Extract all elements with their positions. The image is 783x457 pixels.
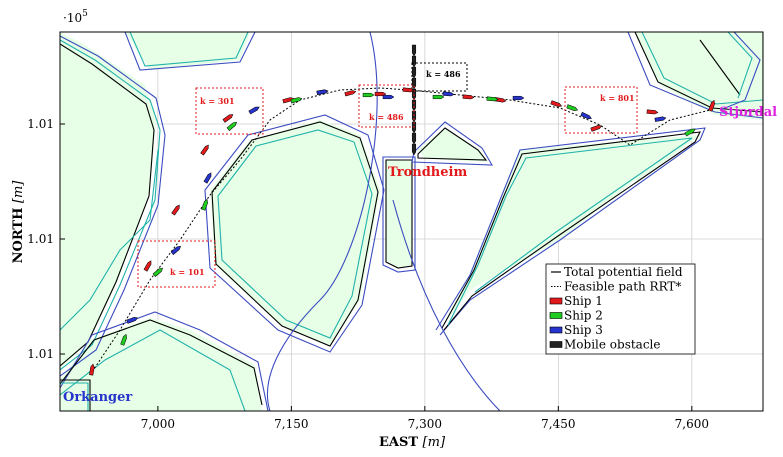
legend-swatch xyxy=(549,297,563,305)
legend-label: Total potential field xyxy=(564,265,683,279)
land-top-right xyxy=(635,32,763,120)
y-exponent-label: ·105 xyxy=(63,9,88,25)
mobile-obstacle-trail xyxy=(411,44,417,156)
ship-3-marker xyxy=(126,317,139,324)
x-tick-label: 7,000 xyxy=(141,417,175,431)
ship-1-marker xyxy=(708,99,715,112)
legend-label: Ship 1 xyxy=(564,294,603,308)
x-axis-label: EAST [m] xyxy=(379,435,446,450)
ship-1-marker xyxy=(200,144,209,156)
mobile-obstacle-marker xyxy=(411,66,417,79)
mobile-obstacle-marker xyxy=(411,132,417,145)
ship-3-marker xyxy=(654,116,667,122)
ship-3-marker xyxy=(512,95,525,101)
ship-2-marker xyxy=(486,96,499,102)
y-tick-label: 1.01 xyxy=(27,232,54,246)
ship-2-marker xyxy=(362,92,375,98)
ship-3-marker xyxy=(382,94,395,100)
ship-2-marker xyxy=(152,267,163,277)
axes-frame xyxy=(59,31,764,412)
ship-3-marker xyxy=(203,172,212,184)
legend-label: Ship 2 xyxy=(564,309,603,323)
land-left xyxy=(60,32,156,370)
ship-2-marker xyxy=(290,97,303,104)
ship-markers xyxy=(89,87,715,376)
legend-label: Feasible path RRT* xyxy=(564,280,681,294)
ship-1-marker xyxy=(143,260,152,272)
ship-2-marker xyxy=(684,128,696,137)
x-tick-label: 7,450 xyxy=(541,417,575,431)
land-right-2 xyxy=(440,135,700,330)
ship-1-marker xyxy=(222,114,234,123)
x-axis-ticks: 7,000 7,150 7,300 7,450 7,600 xyxy=(141,406,709,431)
k-label-801: k = 801 xyxy=(600,93,635,103)
place-stjordal: Stjordal xyxy=(719,105,777,120)
ship-2-marker xyxy=(566,104,579,111)
ship-2-marker xyxy=(201,198,208,211)
ship-3-marker xyxy=(248,106,260,115)
ship-2-marker xyxy=(120,333,127,346)
mobile-obstacle-marker xyxy=(411,110,417,123)
mobile-obstacle-marker xyxy=(411,55,417,68)
land-bottom-left xyxy=(60,318,262,411)
k-label-301: k = 301 xyxy=(200,96,235,106)
legend-swatch xyxy=(549,326,563,334)
ship-1-marker xyxy=(462,94,475,100)
ship-1-marker xyxy=(89,363,95,376)
legend-swatch xyxy=(549,312,563,319)
mobile-obstacle-marker xyxy=(411,143,417,156)
y-axis-ticks: 1.01 1.01 1.01 xyxy=(27,117,65,361)
mobile-obstacle-marker xyxy=(411,99,417,112)
ship-1-marker xyxy=(550,100,563,107)
land-right xyxy=(440,135,700,330)
place-trondheim: Trondheim xyxy=(388,165,467,180)
ship-3-marker xyxy=(442,91,455,97)
x-tick-label: 7,150 xyxy=(274,417,308,431)
ship-3-marker xyxy=(316,89,329,95)
k-label-486-obstacle: k = 486 xyxy=(426,69,461,79)
land-top-left xyxy=(125,32,250,70)
legend-box xyxy=(545,263,696,355)
y-tick-label: 1.01 xyxy=(27,347,54,361)
time-annotations: k = 101 k = 301 k = 486 k = 486 k = 801 xyxy=(137,62,638,288)
legend-label: Ship 3 xyxy=(564,323,603,337)
mobile-obstacle-marker xyxy=(411,44,417,57)
ship-2-marker xyxy=(432,94,445,100)
ship-1-marker xyxy=(590,125,603,132)
k-label-101: k = 101 xyxy=(170,267,205,277)
legend-label: Mobile obstacle xyxy=(564,338,661,352)
land-center xyxy=(210,120,380,345)
y-axis-label: NORTH [m] xyxy=(11,180,26,264)
ship-1-marker xyxy=(646,109,659,115)
ship-1-marker xyxy=(171,204,180,216)
place-orkanger: Orkanger xyxy=(63,390,132,405)
mobile-obstacle-marker xyxy=(411,77,417,90)
ship-3-marker xyxy=(580,111,592,120)
y-tick-label: 1.01 xyxy=(27,117,54,131)
ship-2-marker xyxy=(226,121,237,131)
k-label-486-ship: k = 486 xyxy=(369,112,404,122)
ship-1-marker xyxy=(374,91,387,97)
x-tick-label: 7,600 xyxy=(675,417,709,431)
legend-swatch xyxy=(549,341,563,348)
rrt-feasible-path xyxy=(89,87,711,376)
x-tick-label: 7,300 xyxy=(408,417,442,431)
ship-3-marker xyxy=(170,245,181,255)
plot-area xyxy=(60,32,763,411)
potential-contours xyxy=(60,32,763,411)
ship-1-marker xyxy=(344,90,357,97)
